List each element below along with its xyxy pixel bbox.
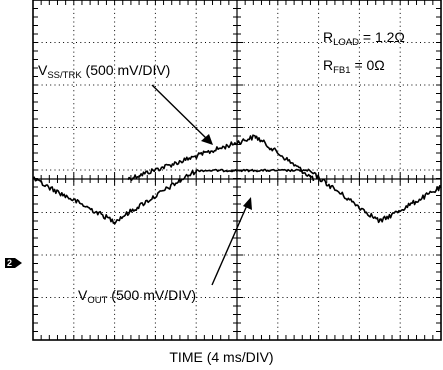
rload-annotation: RLOAD = 1.2Ω <box>323 29 405 48</box>
svg-text:2: 2 <box>7 258 12 268</box>
vss-trk-arrow <box>151 84 213 145</box>
rfb1-annotation: RFB1 = 0Ω <box>323 57 385 76</box>
trace-1 <box>32 168 442 225</box>
x-axis-title: TIME (4 ms/DIV) <box>169 349 274 365</box>
plot-border <box>32 0 442 341</box>
vss-trk-label: VSS/TRK (500 mV/DIV) <box>38 62 170 81</box>
ground-marker: 2 <box>5 258 22 268</box>
trace-0 <box>127 134 315 182</box>
traces <box>32 134 442 225</box>
vout-label: VOUT (500 mV/DIV) <box>78 287 196 306</box>
vout-arrow <box>211 197 252 286</box>
